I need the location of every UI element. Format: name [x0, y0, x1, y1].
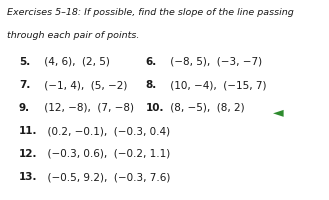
Text: 13.: 13.: [19, 172, 38, 182]
Text: 12.: 12.: [19, 149, 38, 159]
Text: (8, −5),  (8, 2): (8, −5), (8, 2): [167, 103, 245, 113]
Text: 7.: 7.: [19, 80, 30, 90]
Text: (4, 6),  (2, 5): (4, 6), (2, 5): [41, 57, 110, 67]
Text: Exercises 5–18: If possible, find the slope of the line passing: Exercises 5–18: If possible, find the sl…: [7, 8, 294, 17]
Text: 8.: 8.: [145, 80, 157, 90]
Text: (−8, 5),  (−3, −7): (−8, 5), (−3, −7): [167, 57, 262, 67]
Text: 6.: 6.: [145, 57, 157, 67]
Text: ◄: ◄: [273, 105, 284, 119]
Text: 9.: 9.: [19, 103, 30, 113]
Text: (12, −8),  (7, −8): (12, −8), (7, −8): [41, 103, 134, 113]
Text: (−0.5, 9.2),  (−0.3, 7.6): (−0.5, 9.2), (−0.3, 7.6): [41, 172, 170, 182]
Text: 11.: 11.: [19, 126, 38, 136]
Text: through each pair of points.: through each pair of points.: [7, 31, 139, 40]
Text: (−0.3, 0.6),  (−0.2, 1.1): (−0.3, 0.6), (−0.2, 1.1): [41, 149, 170, 159]
Text: 5.: 5.: [19, 57, 30, 67]
Text: (−1, 4),  (5, −2): (−1, 4), (5, −2): [41, 80, 127, 90]
Text: (10, −4),  (−15, 7): (10, −4), (−15, 7): [167, 80, 267, 90]
Text: (0.2, −0.1),  (−0.3, 0.4): (0.2, −0.1), (−0.3, 0.4): [41, 126, 170, 136]
Text: 10.: 10.: [145, 103, 164, 113]
